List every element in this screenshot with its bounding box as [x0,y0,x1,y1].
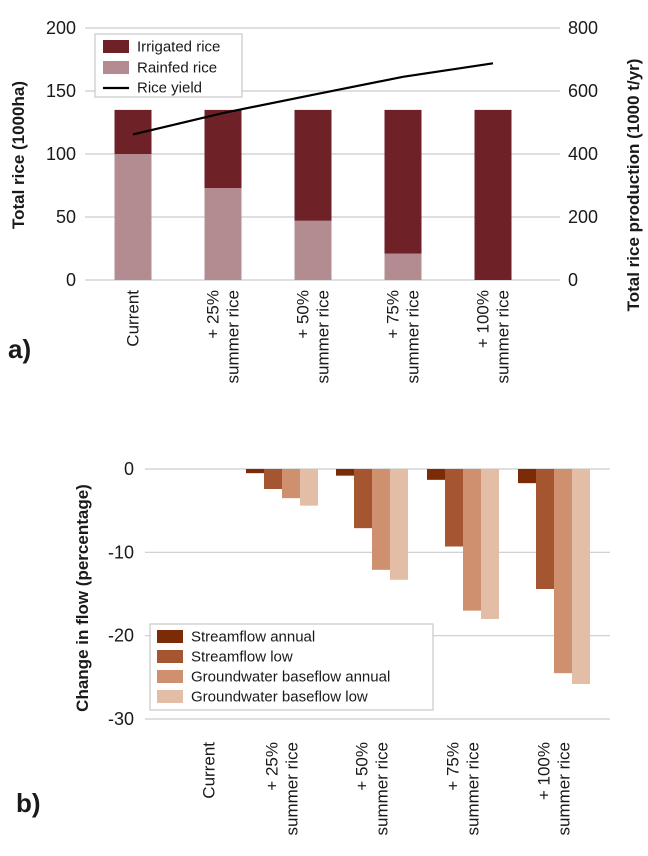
panel-b-ytick-label: -10 [108,542,134,562]
bar-irrigated-rice [384,109,422,254]
panel-a-category-label: summer rice [224,290,243,384]
panel-b-ylabel: Change in flow (percentage) [73,484,92,712]
bar-groundwater-baseflow-low [300,469,318,506]
panel-a-categories: Current + 25% summer rice + 50% summer rice +… [124,290,513,384]
panel-b-category-label: + 50% [353,742,372,791]
panel-b-category-label: summer rice [283,742,302,836]
bar-irrigated-rice [474,109,512,281]
panel-a-category-label: summer rice [404,290,423,384]
bar-rainfed-rice [114,154,152,280]
bar-streamflow-annual [246,469,264,474]
panel-b: 0-10-20-30 Current + 25% summer rice + 50% s… [16,459,610,836]
panel-a-ytick-right-label: 600 [568,81,598,101]
legend-swatch-streamflow-low [157,650,183,663]
legend-label-groundwater-baseflow-annual: Groundwater baseflow annual [191,669,390,686]
legend-label-irrigated-rice: Irrigated rice [137,39,220,56]
bar-streamflow-annual [427,469,445,480]
panel-a-ytick-label: 150 [46,81,76,101]
bar-streamflow-low [536,469,554,589]
bar-streamflow-low [445,469,463,547]
panel-b-category-label: Current [200,742,219,799]
bar-groundwater-baseflow-low [390,469,408,580]
legend-label-groundwater-baseflow-low: Groundwater baseflow low [191,689,368,706]
bar-streamflow-low [264,469,282,489]
panel-a-ytick-label: 100 [46,144,76,164]
panel-a-ylabel: Total rice (1000ha) [9,81,28,229]
panel-a-category-label: + 100% [474,290,493,348]
panel-a-yield-line [132,62,494,136]
panel-a-label: a) [8,334,31,364]
bar-streamflow-annual [336,469,354,476]
bar-groundwater-baseflow-annual [282,469,300,499]
panel-a-bars [114,109,512,281]
legend-swatch-groundwater-baseflow-annual [157,670,183,683]
panel-b-category-label: + 100% [535,742,554,800]
rice-yield-line [132,62,494,136]
panel-a-category-label: + 25% [204,290,223,339]
panel-b-ytick-label: -20 [108,626,134,646]
legend-swatch-groundwater-baseflow-low [157,690,183,703]
panel-b-label: b) [16,788,41,818]
bar-groundwater-baseflow-annual [554,469,572,674]
bar-rainfed-rice [384,253,422,280]
panel-b-category-label: summer rice [373,742,392,836]
bar-rainfed-rice [204,188,242,280]
panel-a-ylabel-right: Total rice production (1000 t/yr) [624,59,643,312]
panel-b-legend: Streamflow annual Streamflow low Groundwat… [149,623,434,711]
panel-a-ytick-right-label: 200 [568,207,598,227]
legend-swatch-rainfed-rice [103,61,129,74]
panel-b-category-label: summer rice [555,742,574,836]
panel-b-bars [246,469,590,684]
legend-swatch-streamflow-annual [157,630,183,643]
bar-groundwater-baseflow-annual [372,469,390,570]
legend-label-rice-yield: Rice yield [137,80,202,97]
panel-b-categories: Current + 25% summer rice + 50% summer rice +… [200,742,574,836]
bar-irrigated-rice [204,109,242,189]
panel-a-ticks: 0 50 100 150 200 0 200 400 600 800 [46,18,598,290]
panel-a-category-label: Current [124,290,143,347]
panel-a-category-label: + 75% [384,290,403,339]
panel-a-category-label: summer rice [314,290,333,384]
bar-groundwater-baseflow-low [481,469,499,619]
panel-b-category-label: + 75% [444,742,463,791]
panel-a-ytick-label: 0 [66,270,76,290]
bar-irrigated-rice [294,109,332,221]
panel-b-category-label: + 25% [263,742,282,791]
panel-a-category-label: summer rice [494,290,513,384]
panel-a-ytick-right-label: 400 [568,144,598,164]
panel-a-category-label: + 50% [294,290,313,339]
panel-a-ytick-label: 200 [46,18,76,38]
legend-swatch-irrigated-rice [103,40,129,53]
legend-label-streamflow-low: Streamflow low [191,649,293,666]
bar-groundwater-baseflow-annual [463,469,481,611]
legend-label-rainfed-rice: Rainfed rice [137,60,217,77]
panel-a-ytick-right-label: 800 [568,18,598,38]
bar-streamflow-low [354,469,372,529]
panel-a-legend: Irrigated rice Rainfed rice Rice yield [94,33,243,98]
legend-label-streamflow-annual: Streamflow annual [191,629,315,646]
bar-rainfed-rice [294,220,332,280]
panel-b-legend-frame [149,623,434,711]
panel-b-ticks: 0 -10 -20 -30 [108,459,134,729]
panel-a-ytick-label: 50 [56,207,76,227]
panel-b-ytick-label: 0 [124,459,134,479]
panel-a-ytick-right-label: 0 [568,270,578,290]
panel-b-category-label: summer rice [464,742,483,836]
bar-streamflow-annual [518,469,536,484]
panel-b-ytick-label: -30 [108,709,134,729]
bar-groundwater-baseflow-low [572,469,590,684]
